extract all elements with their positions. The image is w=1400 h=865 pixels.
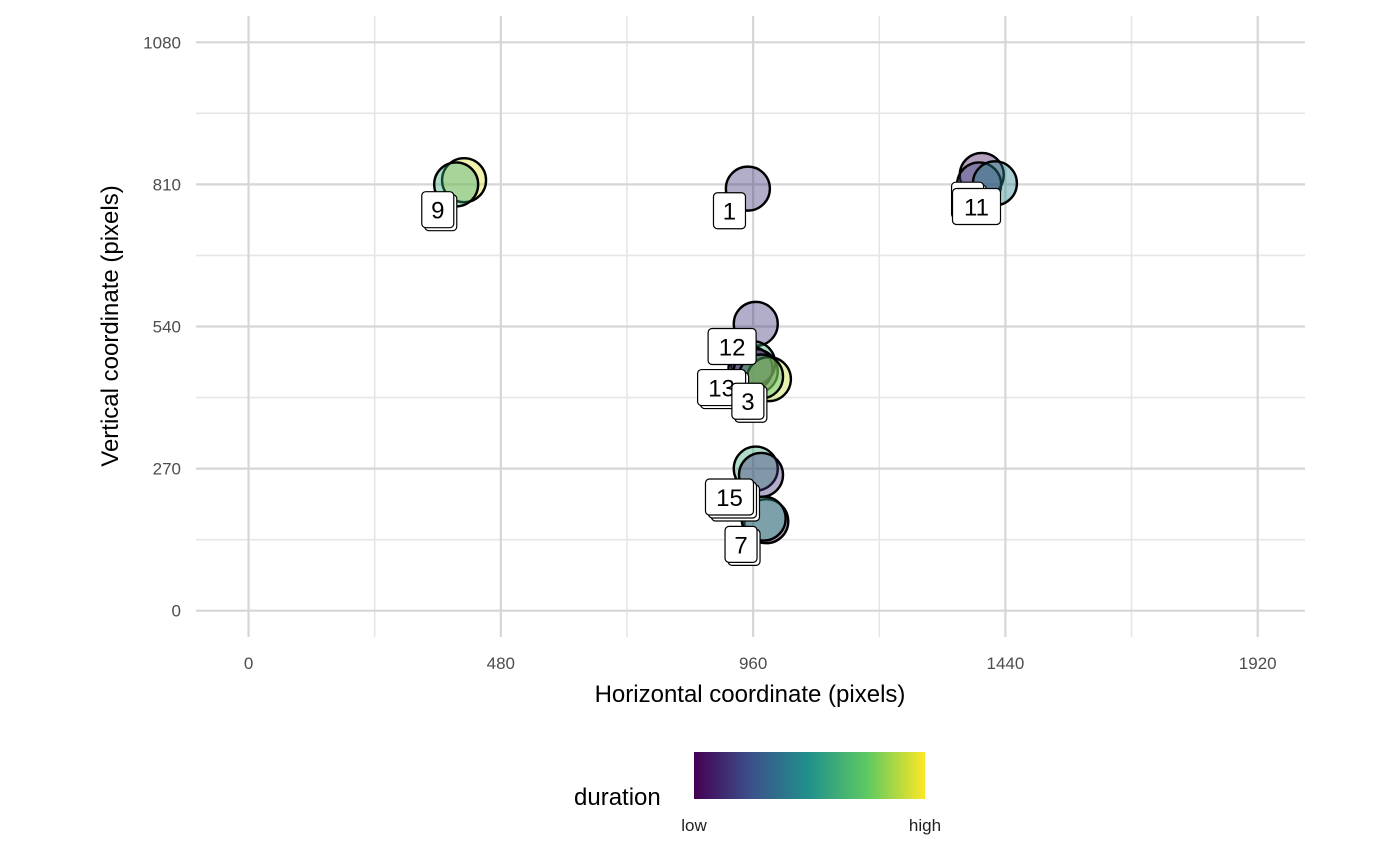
y-axis-title: Vertical coordinate (pixels) bbox=[97, 185, 124, 466]
point-labels: 9111112133157 bbox=[421, 181, 1002, 566]
x-axis-title: Horizontal coordinate (pixels) bbox=[595, 681, 906, 708]
point-label-box bbox=[712, 192, 747, 230]
point-label: 3 bbox=[731, 382, 768, 423]
point-label-text: 1 bbox=[723, 199, 736, 226]
data-point bbox=[440, 156, 488, 204]
y-tick-label: 540 bbox=[153, 318, 181, 337]
point-label-box bbox=[704, 478, 755, 516]
x-tick-label: 0 bbox=[244, 654, 253, 673]
point-label-box bbox=[421, 191, 455, 229]
point-label: 12 bbox=[707, 327, 757, 366]
point-label: 7 bbox=[724, 525, 761, 566]
y-tick-label: 0 bbox=[172, 602, 181, 621]
y-axis-ticks: 0 270 540 810 1080 bbox=[143, 33, 181, 620]
point-label-text: 9 bbox=[431, 198, 444, 225]
point-label-box bbox=[951, 187, 1002, 226]
color-legend: duration low high bbox=[574, 752, 941, 835]
point-label: 11 bbox=[951, 187, 1002, 226]
x-tick-label: 960 bbox=[739, 654, 767, 673]
point-label-text: 11 bbox=[964, 195, 989, 222]
legend-low-label: low bbox=[681, 816, 707, 835]
point-label: 9 bbox=[421, 191, 458, 232]
point-label-box bbox=[731, 382, 765, 420]
x-tick-label: 1440 bbox=[986, 654, 1024, 673]
point-label: 15 bbox=[704, 478, 761, 522]
y-tick-label: 1080 bbox=[143, 33, 181, 52]
point-label-box bbox=[724, 525, 758, 563]
point-label-text: 15 bbox=[716, 485, 743, 512]
point-label: 1 bbox=[712, 192, 747, 230]
legend-title: duration bbox=[574, 784, 661, 811]
point-label-text: 7 bbox=[734, 532, 747, 559]
x-axis-ticks: 0 480 960 1440 1920 bbox=[244, 654, 1277, 673]
y-tick-label: 270 bbox=[153, 460, 181, 479]
x-tick-label: 480 bbox=[487, 654, 515, 673]
legend-high-label: high bbox=[909, 816, 941, 835]
point-label-box bbox=[707, 327, 757, 366]
x-tick-label: 1920 bbox=[1239, 654, 1277, 673]
point-label-text: 12 bbox=[719, 334, 746, 361]
point-label-text: 13 bbox=[708, 376, 735, 403]
legend-color-bar bbox=[694, 752, 925, 799]
point-label-text: 3 bbox=[741, 389, 754, 416]
y-tick-label: 810 bbox=[153, 175, 181, 194]
